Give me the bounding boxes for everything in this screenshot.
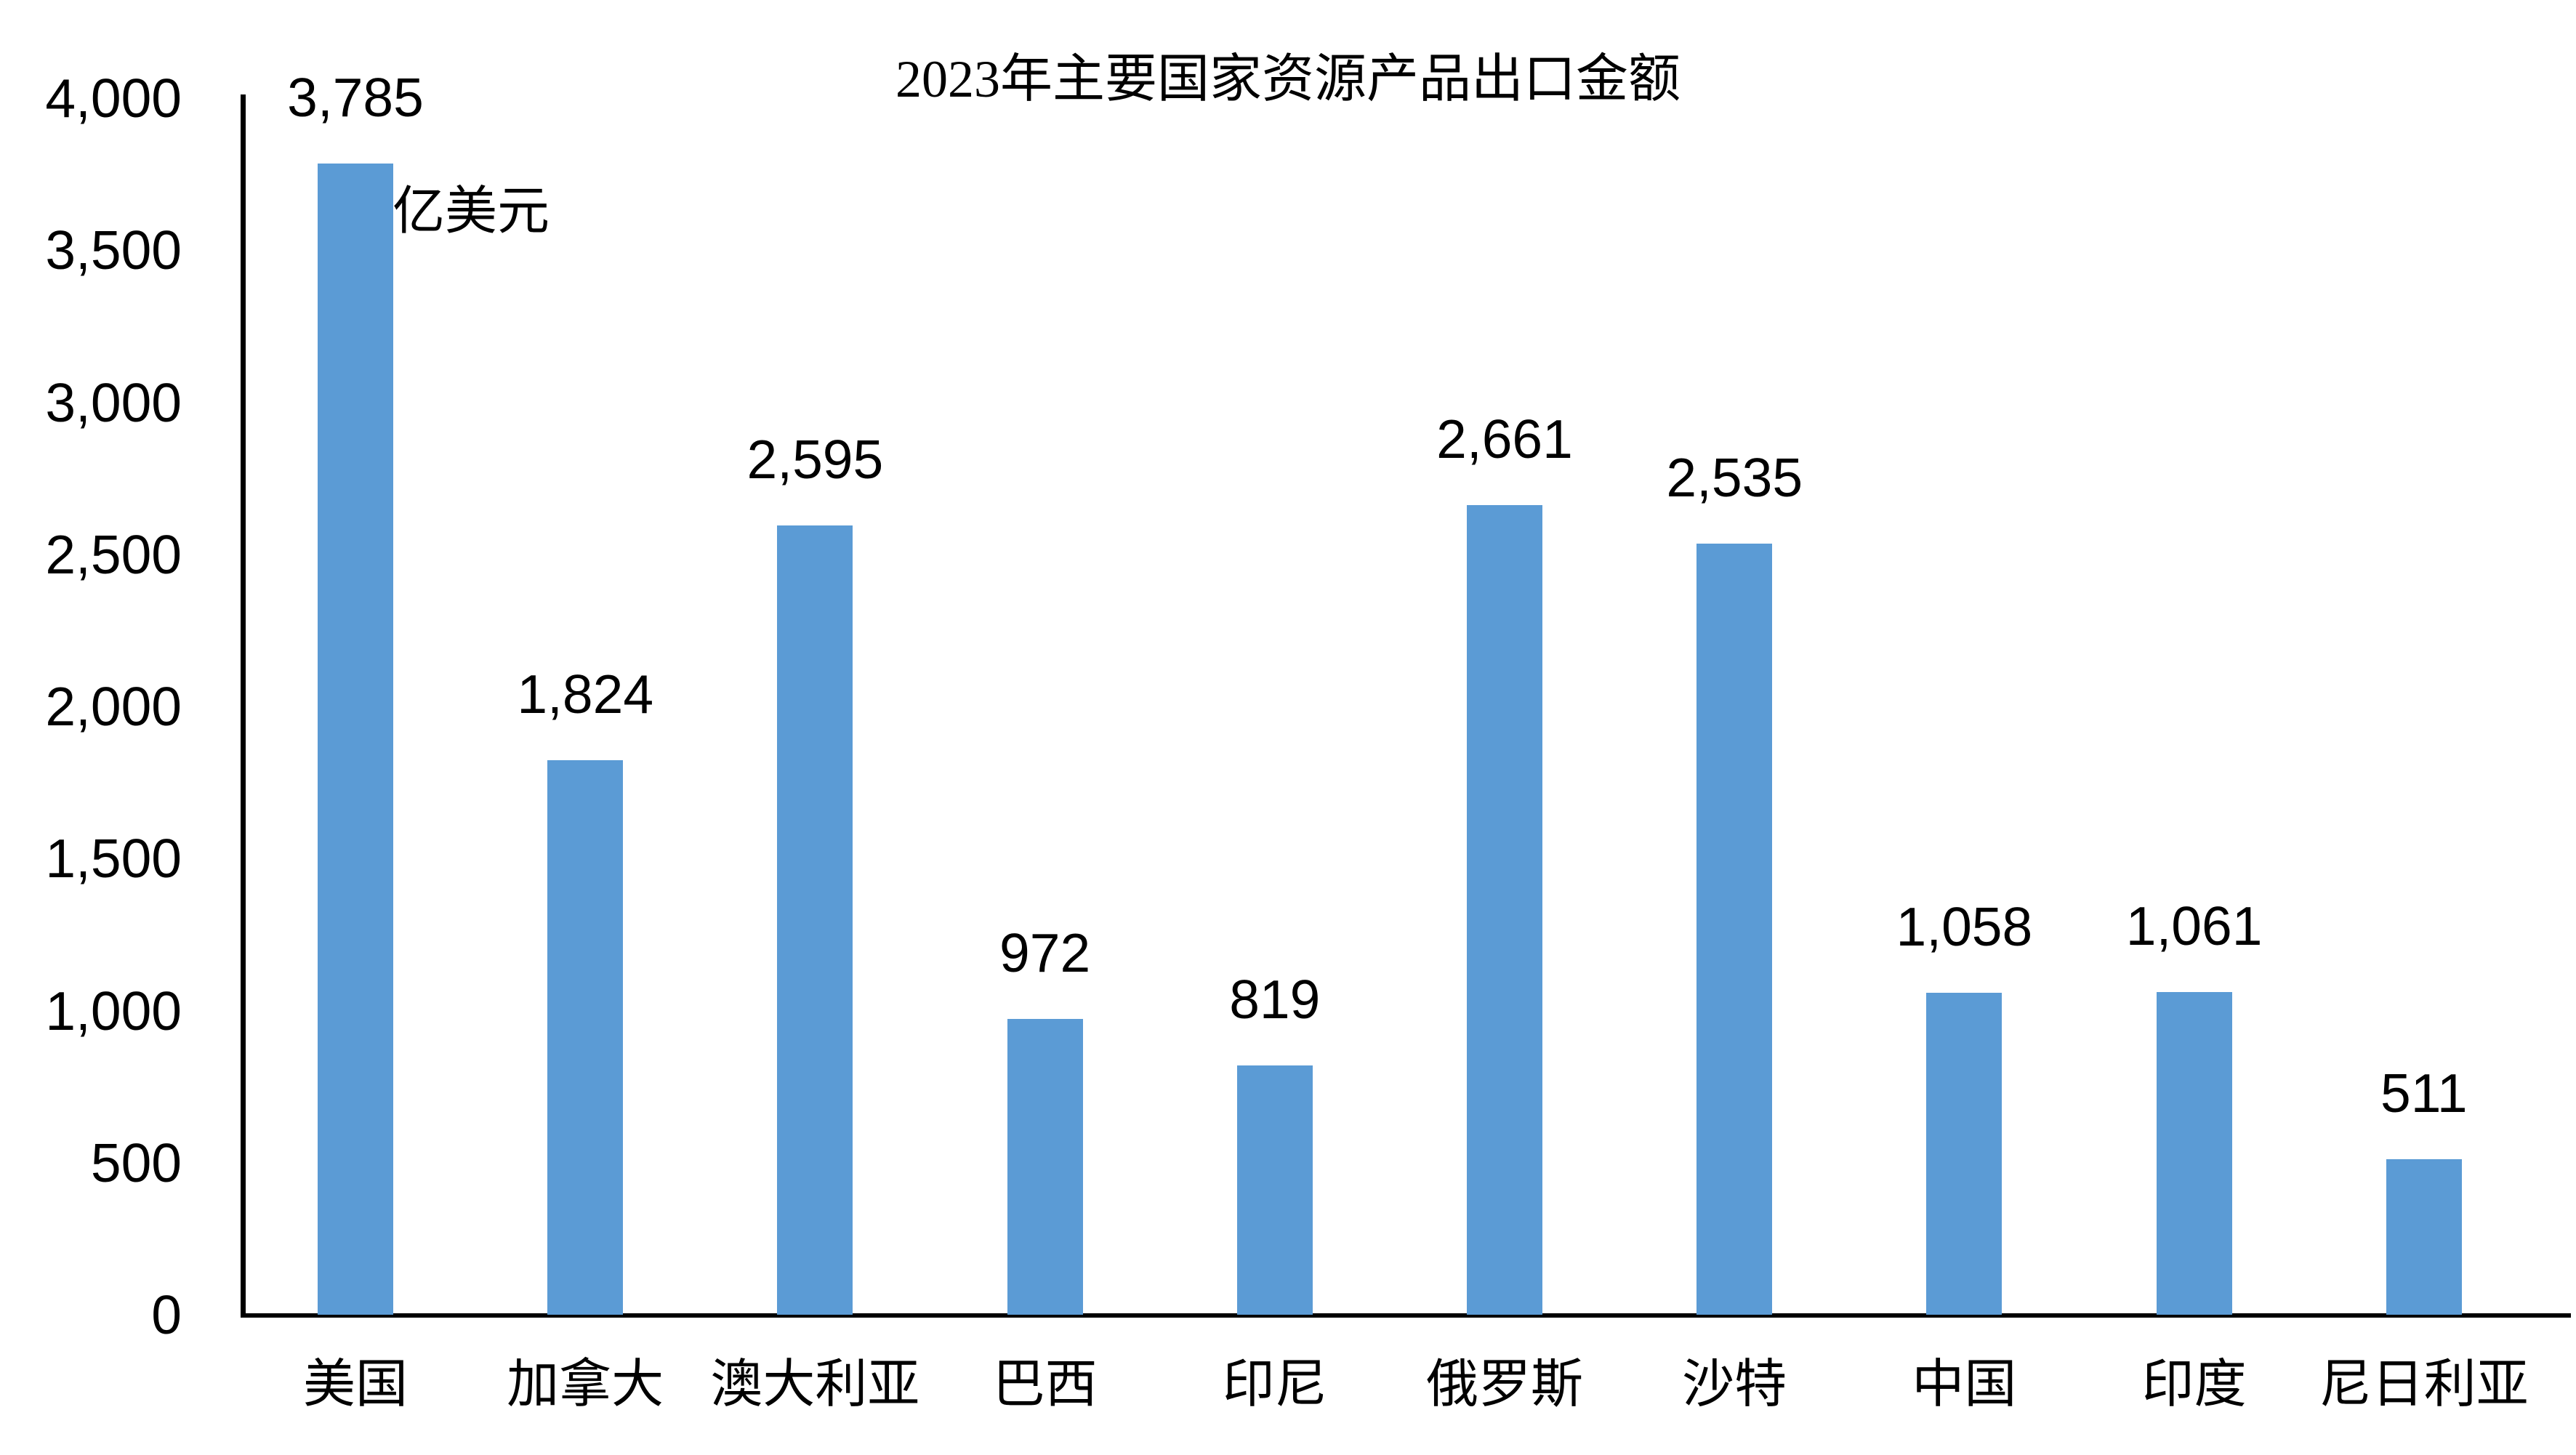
bar-value-label: 511: [2380, 1063, 2468, 1124]
x-axis-category-label: 中国: [1912, 1355, 2017, 1414]
y-axis-tick-label: 2,500: [45, 523, 182, 585]
y-axis-unit-label: 亿美元: [393, 182, 550, 241]
chart-bar: [1467, 505, 1542, 1315]
bar-value-label: 3,785: [287, 66, 424, 128]
bar-value-label: 1,058: [1896, 896, 2033, 958]
chart-bar: [1696, 544, 1773, 1315]
bar-value-label: 972: [999, 922, 1091, 984]
y-axis-tick-label: 1,500: [45, 828, 182, 890]
x-axis-category-label: 尼日利亚: [2319, 1355, 2529, 1414]
y-axis-tick-label: 3,500: [45, 219, 182, 281]
bar-value-label: 1,061: [2125, 895, 2263, 956]
x-axis-line: [241, 1313, 2571, 1318]
chart-bar: [318, 163, 393, 1315]
y-axis-tick-label: 500: [90, 1132, 182, 1193]
y-axis-line: [241, 94, 246, 1318]
chart-title: 2023年主要国家资源产品出口金额: [895, 50, 1681, 108]
y-axis-tick-label: 3,000: [45, 371, 182, 433]
chart-bar: [2386, 1159, 2462, 1315]
bar-value-label: 1,824: [517, 663, 654, 725]
x-axis-category-label: 巴西: [992, 1355, 1098, 1414]
bar-value-label: 2,661: [1436, 408, 1573, 470]
y-axis-tick-label: 2,000: [45, 676, 182, 737]
chart-bar: [1926, 993, 2003, 1315]
chart-bar: [2156, 991, 2232, 1315]
bar-value-label: 2,535: [1666, 447, 1803, 509]
chart-bar: [1007, 1019, 1083, 1315]
x-axis-category-label: 澳大利亚: [710, 1355, 920, 1414]
y-axis-tick-label: 4,000: [45, 68, 182, 129]
y-axis-tick-label: 0: [151, 1284, 182, 1345]
chart-bar: [777, 525, 853, 1315]
x-axis-category-label: 印尼: [1222, 1355, 1327, 1414]
y-axis-tick-label: 1,000: [45, 980, 182, 1041]
x-axis-category-label: 美国: [302, 1355, 408, 1414]
chart-bar: [547, 759, 624, 1315]
bar-value-label: 2,595: [746, 428, 884, 490]
x-axis-category-label: 加拿大: [507, 1355, 664, 1414]
bar-value-label: 819: [1229, 969, 1321, 1031]
chart-bar: [1236, 1065, 1313, 1315]
x-axis-category-label: 俄罗斯: [1425, 1355, 1583, 1414]
x-axis-category-label: 印度: [2141, 1355, 2247, 1414]
x-axis-category-label: 沙特: [1682, 1355, 1787, 1414]
